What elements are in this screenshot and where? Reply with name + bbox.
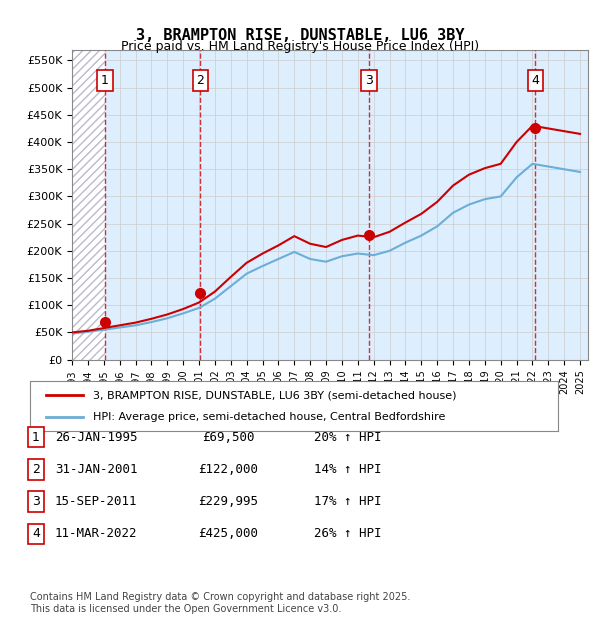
Text: £425,000: £425,000	[198, 528, 258, 540]
Text: 11-MAR-2022: 11-MAR-2022	[55, 528, 137, 540]
Bar	[72, 50, 105, 360]
Text: 4: 4	[32, 528, 40, 540]
Text: £122,000: £122,000	[198, 463, 258, 476]
Text: 26-JAN-1995: 26-JAN-1995	[55, 431, 137, 443]
Text: 1: 1	[101, 74, 109, 87]
Text: 14% ↑ HPI: 14% ↑ HPI	[314, 463, 382, 476]
Text: 20% ↑ HPI: 20% ↑ HPI	[314, 431, 382, 443]
Text: HPI: Average price, semi-detached house, Central Bedfordshire: HPI: Average price, semi-detached house,…	[94, 412, 446, 422]
Text: Price paid vs. HM Land Registry's House Price Index (HPI): Price paid vs. HM Land Registry's House …	[121, 40, 479, 53]
Text: 31-JAN-2001: 31-JAN-2001	[55, 463, 137, 476]
Text: 3: 3	[365, 74, 373, 87]
Text: 26% ↑ HPI: 26% ↑ HPI	[314, 528, 382, 540]
Text: 3, BRAMPTON RISE, DUNSTABLE, LU6 3BY (semi-detached house): 3, BRAMPTON RISE, DUNSTABLE, LU6 3BY (se…	[94, 390, 457, 400]
Text: 1: 1	[32, 431, 40, 443]
Text: £229,995: £229,995	[198, 495, 258, 508]
Text: £69,500: £69,500	[202, 431, 254, 443]
Text: Contains HM Land Registry data © Crown copyright and database right 2025.
This d: Contains HM Land Registry data © Crown c…	[30, 592, 410, 614]
Text: 17% ↑ HPI: 17% ↑ HPI	[314, 495, 382, 508]
Text: 3, BRAMPTON RISE, DUNSTABLE, LU6 3BY: 3, BRAMPTON RISE, DUNSTABLE, LU6 3BY	[136, 28, 464, 43]
Bar	[72, 50, 105, 360]
Text: 2: 2	[32, 463, 40, 476]
Text: 15-SEP-2011: 15-SEP-2011	[55, 495, 137, 508]
Text: 2: 2	[196, 74, 204, 87]
Text: 3: 3	[32, 495, 40, 508]
Text: 4: 4	[532, 74, 539, 87]
